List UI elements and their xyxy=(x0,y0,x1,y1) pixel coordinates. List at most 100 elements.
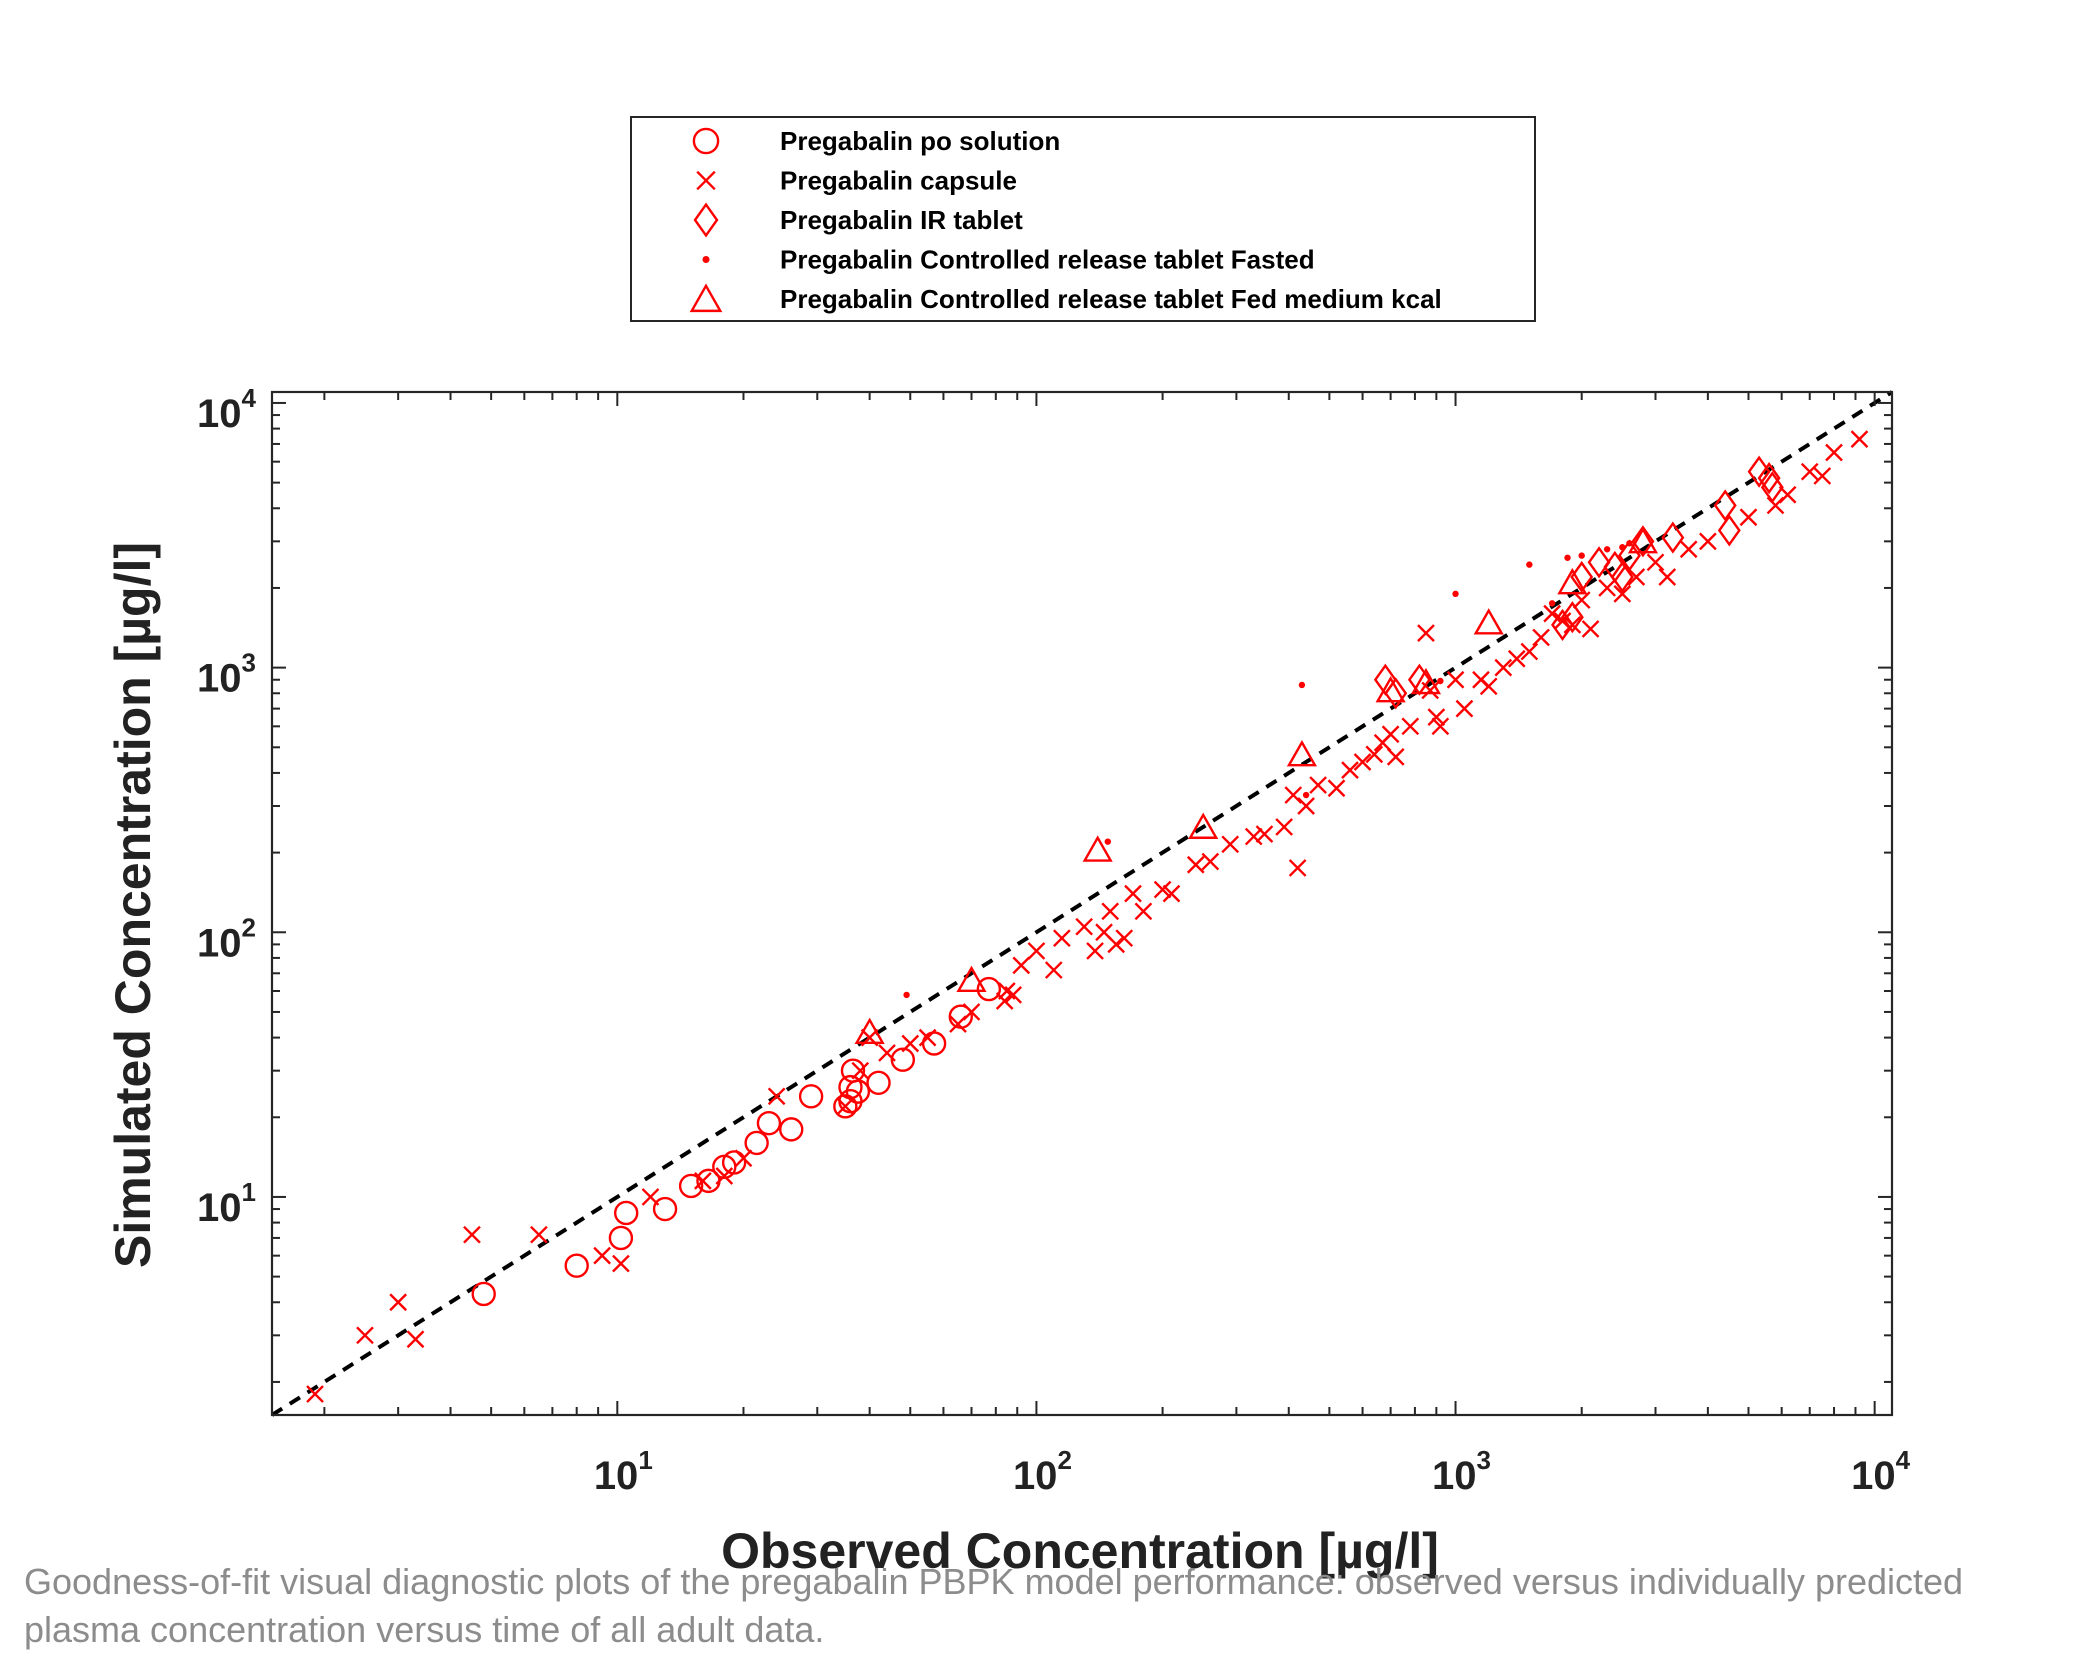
legend-marker-diamond xyxy=(693,202,719,238)
data-point-x xyxy=(356,1326,374,1345)
data-point-dot xyxy=(1452,590,1459,598)
data-point-dot xyxy=(903,991,910,999)
data-point-x xyxy=(1401,717,1420,736)
data-point-x xyxy=(1353,753,1372,771)
data-markers xyxy=(306,430,1869,1403)
data-point-triangle xyxy=(854,1017,885,1044)
data-point-x xyxy=(1115,929,1134,948)
data-point-x xyxy=(851,1061,870,1080)
data-point-x xyxy=(1446,670,1465,689)
data-point-x xyxy=(306,1385,324,1403)
data-point-x xyxy=(1162,884,1181,903)
data-point-x xyxy=(530,1225,548,1244)
data-point-x xyxy=(694,1172,712,1190)
data-point-dot xyxy=(1564,554,1571,561)
data-point-x xyxy=(1699,532,1717,551)
data-point-x xyxy=(1101,902,1120,921)
data-point-dot xyxy=(1619,544,1626,551)
data-point-triangle xyxy=(956,965,987,993)
data-point-x xyxy=(1507,649,1526,668)
data-point-circle xyxy=(976,976,1002,1002)
data-point-x xyxy=(1044,961,1063,979)
data-point-dot xyxy=(1578,552,1585,559)
data-point-x xyxy=(878,1044,896,1062)
data-point-triangle xyxy=(1286,739,1317,767)
data-point-x xyxy=(1739,508,1758,527)
data-point-diamond xyxy=(1713,489,1737,522)
data-point-triangle xyxy=(1473,608,1504,635)
data-point-x xyxy=(1053,929,1071,948)
data-point-x xyxy=(1288,859,1307,877)
data-point-triangle xyxy=(1082,835,1113,862)
data-point-circle xyxy=(564,1253,589,1278)
data-point-diamond xyxy=(1760,471,1784,504)
data-point-x xyxy=(1431,717,1450,736)
data-point-triangle xyxy=(1557,567,1588,595)
axes-box xyxy=(270,390,1894,1417)
y-tick-label: 101 xyxy=(197,1177,256,1230)
data-point-x xyxy=(1297,797,1315,815)
data-point-x xyxy=(1658,568,1677,586)
data-point-x xyxy=(1004,986,1023,1004)
data-point-x xyxy=(612,1254,630,1273)
figure-caption: Goodness-of-fit visual diagnostic plots … xyxy=(24,1561,1964,1650)
data-point-diamond xyxy=(1551,608,1575,641)
data-point-x xyxy=(1598,579,1616,597)
data-point-diamond xyxy=(1384,677,1408,710)
x-tick-label: 103 xyxy=(1432,1445,1491,1498)
legend-box xyxy=(630,116,1536,322)
data-point-x xyxy=(1581,620,1600,638)
data-point-x xyxy=(1825,443,1843,462)
data-point-circle xyxy=(833,1094,858,1119)
data-point-x xyxy=(1532,628,1550,647)
data-point-diamond xyxy=(1610,560,1634,594)
data-point-x xyxy=(1381,725,1400,744)
data-point-x xyxy=(389,1293,408,1312)
data-point-diamond xyxy=(1617,539,1641,572)
data-point-triangle xyxy=(1627,526,1659,554)
data-point-diamond xyxy=(1587,546,1611,579)
data-point-circle xyxy=(678,1173,704,1199)
data-point-x xyxy=(1221,835,1240,854)
x-tick-label: 102 xyxy=(1013,1445,1072,1498)
data-point-x xyxy=(1027,942,1046,960)
legend-label: Pregabalin po solution xyxy=(780,126,1060,156)
data-point-triangle xyxy=(1375,676,1406,703)
data-point-diamond xyxy=(1717,514,1741,547)
data-point-x xyxy=(1341,761,1359,779)
tick-labels: 101 102 103 104 101 102 103 104 xyxy=(197,383,1911,1498)
data-point-circle xyxy=(798,1084,824,1109)
data-point-x xyxy=(1679,540,1698,559)
data-point-x xyxy=(1244,827,1263,846)
data-point-x xyxy=(1075,917,1094,936)
data-point-x xyxy=(734,1149,753,1168)
data-point-diamond xyxy=(1661,521,1685,554)
data-point-x xyxy=(1800,462,1819,481)
data-point-dot xyxy=(1437,677,1444,685)
data-point-x xyxy=(1309,776,1327,794)
data-point-x xyxy=(1646,553,1665,572)
data-point-circle xyxy=(721,1150,747,1175)
data-point-x xyxy=(836,1097,855,1116)
data-point-x xyxy=(1327,779,1346,798)
data-point-x xyxy=(1427,708,1446,726)
data-point-diamond xyxy=(1757,462,1781,495)
data-point-x xyxy=(1134,902,1153,921)
data-point-circle xyxy=(890,1047,916,1072)
data-point-circle xyxy=(652,1196,678,1222)
data-point-x xyxy=(1201,852,1220,871)
data-point-circle xyxy=(613,1200,639,1226)
legend-marker-x xyxy=(696,170,716,191)
data-point-x xyxy=(641,1188,660,1206)
data-point-x xyxy=(1479,677,1498,696)
y-axis-title: Simulated Concentration [µg/l] xyxy=(105,542,161,1268)
data-point-x xyxy=(463,1225,481,1244)
data-point-x xyxy=(901,1034,920,1053)
x-axis-title: Observed Concentration [µg/l] xyxy=(721,1523,1439,1579)
data-point-x xyxy=(593,1246,611,1265)
data-point-dot xyxy=(1526,561,1533,568)
data-point-dot xyxy=(1603,546,1611,553)
data-point-dot xyxy=(1302,791,1310,799)
data-point-dot xyxy=(1104,838,1111,845)
